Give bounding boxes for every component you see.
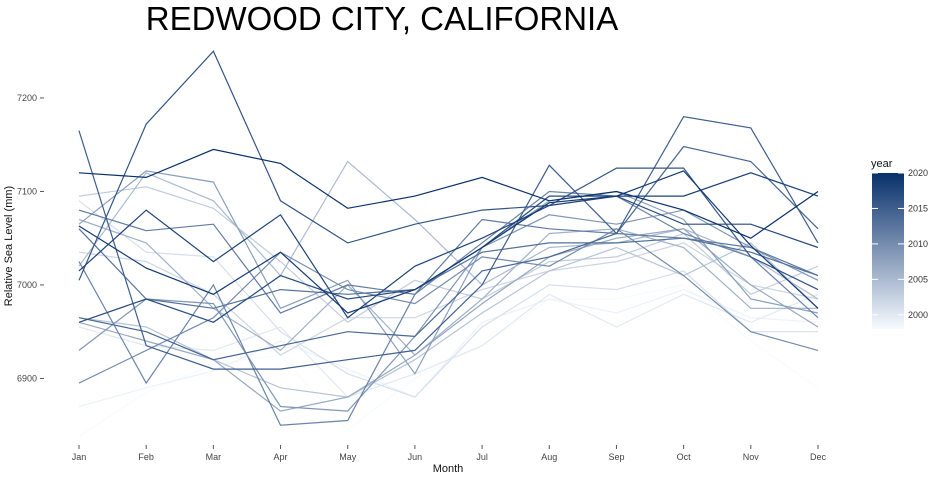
x-tick-label: Jan — [72, 452, 87, 462]
legend-title: year — [871, 158, 893, 170]
series-line-2013 — [78, 228, 819, 309]
series-line-2000 — [78, 293, 819, 398]
y-tick-label: 7100 — [17, 186, 37, 196]
y-tick-label: 7200 — [17, 93, 37, 103]
x-tick-label: Nov — [743, 452, 760, 462]
series-line-2016 — [78, 50, 819, 291]
series-line-2018 — [78, 172, 819, 319]
legend-tick-label: 2000 — [908, 310, 928, 320]
y-axis-title: Relative Sea Level (mm) — [3, 186, 15, 306]
x-tick-label: Jun — [408, 452, 423, 462]
x-axis: Jan Feb Mar Apr May Jun Jul Aug Sep Oct Nov Dec — [72, 445, 827, 462]
x-axis-title: Month — [433, 463, 464, 475]
series-line-2007 — [78, 228, 819, 412]
series-line-2010 — [78, 228, 819, 384]
y-axis: 6900 7000 7100 7200 — [17, 93, 44, 383]
series-line-2009 — [78, 209, 819, 412]
series-line-2008 — [78, 170, 819, 375]
legend-ticks: 2000 2005 2010 2015 2020 — [872, 168, 928, 320]
legend-colorbar — [872, 173, 904, 329]
x-tick-label: Aug — [541, 452, 557, 462]
series-lines — [78, 50, 819, 437]
y-tick-label: 7000 — [17, 280, 37, 290]
series-line-2001 — [78, 200, 818, 398]
x-tick-label: Jul — [476, 452, 488, 462]
y-tick-label: 6900 — [17, 373, 37, 383]
x-tick-label: Sep — [608, 452, 624, 462]
legend-tick-label: 2010 — [908, 239, 928, 249]
series-line-2014 — [78, 145, 819, 361]
legend-tick-label: 2020 — [908, 168, 928, 178]
series-line-2015 — [78, 116, 819, 370]
x-tick-label: Apr — [274, 452, 288, 462]
series-line-2003 — [78, 186, 819, 324]
series-line-2020 — [78, 148, 819, 239]
x-tick-label: Feb — [138, 452, 154, 462]
x-tick-label: Oct — [677, 452, 692, 462]
series-line-2012 — [78, 209, 819, 314]
chart-title: REDWOOD CITY, CALIFORNIA — [146, 0, 618, 37]
series-line-2019 — [78, 170, 819, 314]
x-tick-label: Dec — [810, 452, 827, 462]
legend-tick-label: 2015 — [908, 203, 928, 213]
legend-tick-label: 2005 — [908, 274, 928, 284]
series-line-2005 — [78, 160, 819, 300]
series-line-2006 — [78, 218, 818, 356]
x-tick-label: May — [339, 452, 357, 462]
legend: year 2000 2005 2010 2015 2020 — [871, 158, 928, 329]
x-tick-label: Mar — [206, 452, 222, 462]
plot-area — [78, 50, 819, 437]
series-line-2004 — [78, 242, 819, 398]
